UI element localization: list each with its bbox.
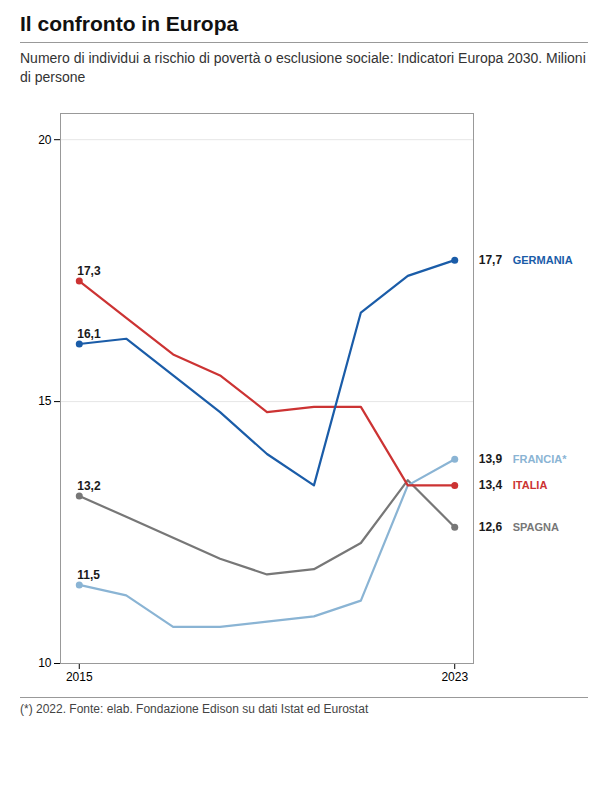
svg-text:SPAGNA: SPAGNA [513, 521, 559, 533]
svg-text:17,7: 17,7 [479, 253, 503, 267]
svg-text:13,2: 13,2 [77, 479, 101, 493]
svg-text:11,5: 11,5 [77, 568, 100, 582]
html-text:Il confronto in Europa: Il confronto in Europa [20, 12, 239, 35]
svg-text:GERMANIA: GERMANIA [513, 253, 573, 265]
html-text:(*) 2022. Fonte: elab. Fondazi: (*) 2022. Fonte: elab. Fondazione Edison… [20, 701, 369, 716]
svg-text:2015: 2015 [66, 670, 93, 684]
svg-text:2023: 2023 [441, 670, 468, 684]
svg-text:12,6: 12,6 [479, 520, 503, 534]
svg-text:16,1: 16,1 [77, 327, 101, 341]
svg-text:15: 15 [38, 394, 52, 408]
svg-text:10: 10 [38, 656, 52, 670]
svg-text:20: 20 [38, 132, 52, 146]
html-text:Numero di individui a rischio: Numero di individui a rischio di povertà… [20, 50, 586, 85]
svg-text:13,9: 13,9 [479, 452, 503, 466]
svg-text:FRANCIA*: FRANCIA* [513, 453, 567, 465]
svg-text:17,3: 17,3 [77, 264, 101, 278]
svg-text:13,4: 13,4 [479, 478, 503, 492]
svg-text:ITALIA: ITALIA [513, 479, 548, 491]
